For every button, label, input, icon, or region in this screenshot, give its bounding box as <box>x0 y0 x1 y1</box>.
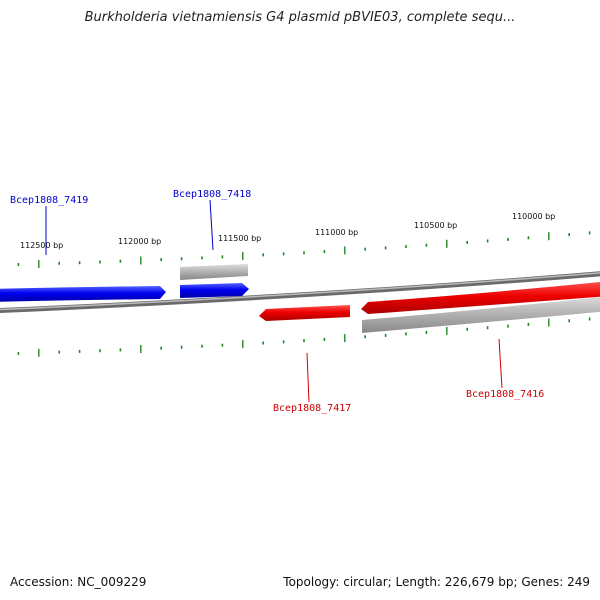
ruler-label-112000: 112000 bp <box>118 237 161 246</box>
gene-arrow-bcep1808-7416[interactable] <box>361 281 600 314</box>
gene-label-bcep1808-7418[interactable]: Bcep1808_7418 <box>173 189 251 200</box>
ruler-label-111000: 111000 bp <box>315 228 358 237</box>
topology-summary-text: Topology: circular; Length: 226,679 bp; … <box>283 575 590 589</box>
gene-label-bcep1808-7419[interactable]: Bcep1808_7419 <box>10 195 88 206</box>
ruler-labels: 112500 bp 112000 bp 111500 bp 111000 bp … <box>20 212 555 250</box>
gene-arrow-bcep1808-7419[interactable] <box>0 286 166 302</box>
gene-feature-shadow[interactable] <box>362 296 600 333</box>
inner-tick-row <box>17 317 591 357</box>
gene-label-bcep1808-7417[interactable]: Bcep1808_7417 <box>273 403 351 414</box>
leader-line-bcep1808-7417 <box>306 352 310 403</box>
outer-tick-row <box>17 231 591 268</box>
ruler-label-111500: 111500 bp <box>218 234 261 243</box>
leader-line-bcep1808-7416 <box>498 338 503 389</box>
leader-line-bcep1808-7418 <box>209 199 214 251</box>
plasmid-backbone <box>0 271 600 314</box>
gene-label-bcep1808-7416[interactable]: Bcep1808_7416 <box>466 389 544 400</box>
map-title: Burkholderia vietnamiensis G4 plasmid pB… <box>84 10 516 25</box>
gene-feature-shadow[interactable] <box>180 264 248 280</box>
accession-text: Accession: NC_009229 <box>10 575 147 589</box>
gene-arrow-bcep1808-7418[interactable] <box>180 283 249 298</box>
ruler-label-110000: 110000 bp <box>512 212 555 221</box>
ruler-label-112500: 112500 bp <box>20 241 63 250</box>
plasmid-backbone-highlight <box>0 272 600 311</box>
gene-arrow-bcep1808-7417[interactable] <box>259 305 350 321</box>
ruler-label-110500: 110500 bp <box>414 221 457 230</box>
